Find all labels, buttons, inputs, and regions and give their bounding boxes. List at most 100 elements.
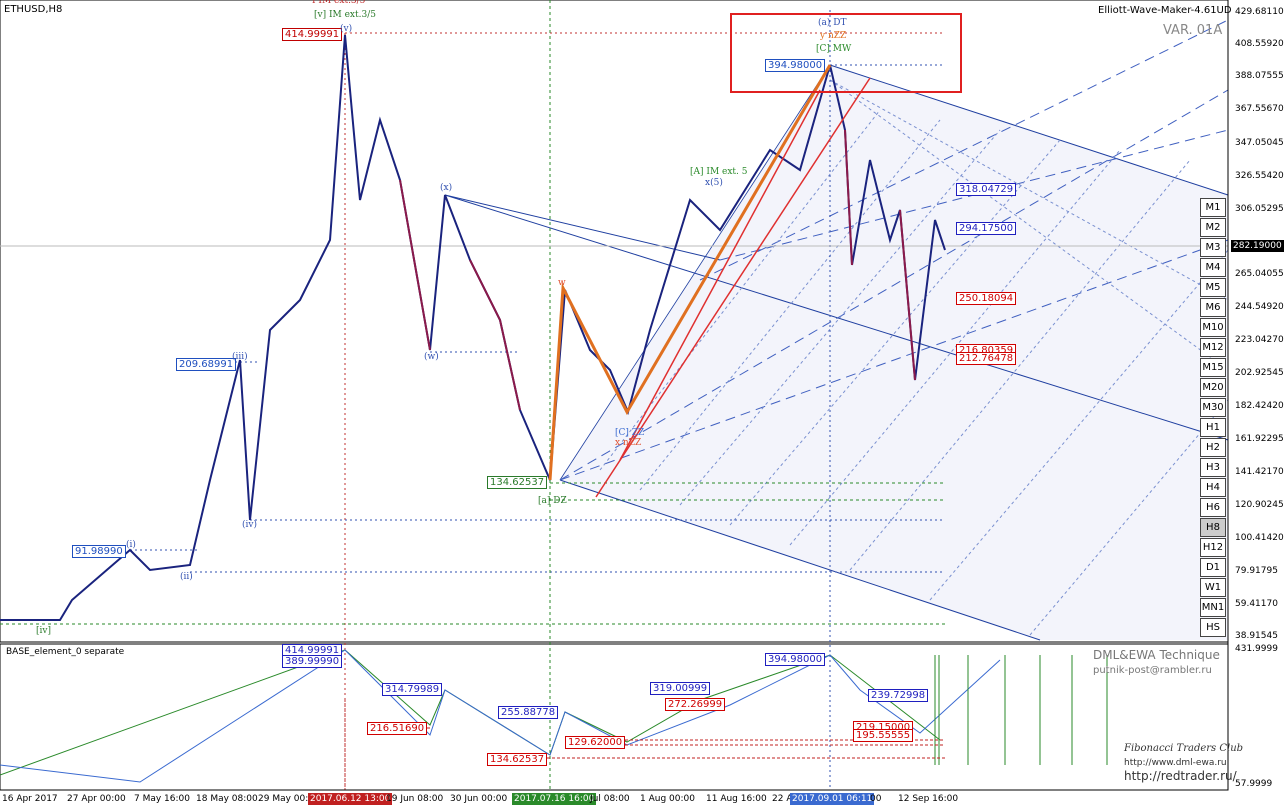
sub-price-label: 239.72998 <box>868 689 929 702</box>
subwindow-title: BASE_element_0 separate <box>6 647 125 657</box>
timeframe-button[interactable]: H4 <box>1200 478 1226 497</box>
current-price: 282.19000 <box>1231 240 1284 252</box>
price-series-down <box>399 179 431 351</box>
price-tick: 429.68110 <box>1235 7 1284 17</box>
timeframe-button[interactable]: M30 <box>1200 398 1226 417</box>
timeframe-button[interactable]: D1 <box>1200 558 1226 577</box>
price-tick: 59.41170 <box>1235 599 1278 609</box>
wave-label: (iii) <box>232 352 248 362</box>
price-tick: 326.55420 <box>1235 171 1284 181</box>
time-tick: 1 Aug 00:00 <box>640 794 695 804</box>
level-lines <box>344 32 945 790</box>
timeframe-button[interactable]: H12 <box>1200 538 1226 557</box>
wave-label: (a) DT <box>818 18 847 28</box>
sub-series-blue <box>0 649 1001 783</box>
time-tick: 00 <box>870 794 882 804</box>
timeframe-button[interactable]: HS <box>1200 618 1226 637</box>
price-label: 294.17500 <box>956 222 1017 235</box>
highlight-box <box>730 13 962 93</box>
fib-fan <box>599 79 1229 636</box>
wave-label: (v) <box>340 24 353 34</box>
price-label: 134.62537 <box>487 476 548 489</box>
timeframe-button[interactable]: M3 <box>1200 238 1226 257</box>
price-series-down <box>899 209 916 381</box>
time-tick: 2017.07.16 16:00 <box>512 793 597 805</box>
price-tick: 244.54920 <box>1235 302 1284 312</box>
sub-price-label: 319.00999 <box>650 682 711 695</box>
timeframe-button[interactable]: H3 <box>1200 458 1226 477</box>
wave-label: (ii) <box>180 572 193 582</box>
price-tick: 120.90245 <box>1235 500 1284 510</box>
timeframe-button[interactable]: MN1 <box>1200 598 1226 617</box>
sub-price-label: 394.98000 <box>765 653 826 666</box>
price-tick: 306.05295 <box>1235 204 1284 214</box>
price-label: 394.98000 <box>765 59 826 72</box>
sub-price-label: 314.79989 <box>382 683 443 696</box>
sub-bars <box>934 655 1108 765</box>
time-tick: 27 Apr 00:00 <box>67 794 126 804</box>
wave-label: [v] IM ext.3/5 <box>314 10 376 20</box>
price-tick: 182.42420 <box>1235 401 1284 411</box>
time-tick: 2017.06.12 13:00 <box>308 793 393 805</box>
price-tick: 388.07555 <box>1235 71 1284 81</box>
wave-label: (i) <box>126 540 136 550</box>
timeframe-button[interactable]: M1 <box>1200 198 1226 217</box>
sub-price-label: 216.51690 <box>367 722 428 735</box>
wave-label: [a] DZ <box>538 496 567 506</box>
timeframe-button[interactable]: M12 <box>1200 338 1226 357</box>
price-label: 209.68991 <box>176 358 237 371</box>
time-tick: 22 A <box>772 794 793 804</box>
wave-label: x(5) <box>705 178 723 188</box>
timeframe-button[interactable]: M6 <box>1200 298 1226 317</box>
timeframe-button[interactable]: H8 <box>1200 518 1226 537</box>
sub-price-label: 255.88778 <box>498 706 559 719</box>
red-trend <box>619 89 821 461</box>
price-tick: 367.55670 <box>1235 104 1284 114</box>
time-tick: 30 Jun 00:00 <box>450 794 508 804</box>
price-tick: 79.91795 <box>1235 566 1278 576</box>
time-tick: 2017.09.01 06:11 <box>790 793 875 805</box>
price-tick: 265.04055 <box>1235 269 1284 279</box>
watermark: Fibonacci Traders Club <box>1124 743 1244 754</box>
indicator-name: Elliott-Wave-Maker-4.61UD <box>1098 5 1232 16</box>
price-tick: 223.04270 <box>1235 335 1284 345</box>
timeframe-button[interactable]: W1 <box>1200 578 1226 597</box>
sub-price-label: 129.62000 <box>565 736 626 749</box>
timeframe-button[interactable]: M5 <box>1200 278 1226 297</box>
timeframe-button[interactable]: M10 <box>1200 318 1226 337</box>
wave-label: [C] MW <box>816 44 852 54</box>
timeframe-button[interactable]: H1 <box>1200 418 1226 437</box>
timeframe-button[interactable]: M20 <box>1200 378 1226 397</box>
time-tick: 19 Jun 08:00 <box>386 794 444 804</box>
wave-label: (w) <box>424 352 439 362</box>
time-tick: 29 May 00:00 <box>258 794 320 804</box>
timeframe-button[interactable]: H6 <box>1200 498 1226 517</box>
price-label: 318.04729 <box>956 183 1017 196</box>
price-label: 212.76478 <box>956 352 1017 365</box>
price-tick: 408.55920 <box>1235 39 1284 49</box>
watermark: DML&EWA Technique <box>1093 648 1220 662</box>
sub-pane <box>0 643 1229 791</box>
time-tick: 7 May 16:00 <box>134 794 190 804</box>
price-label: 414.99991 <box>282 28 343 41</box>
sub-price-label: 272.26999 <box>665 698 726 711</box>
price-tick: 100.41420 <box>1235 533 1284 543</box>
watermark: http://redtrader.ru/ <box>1124 769 1237 783</box>
timeframe-button[interactable]: M4 <box>1200 258 1226 277</box>
time-tick: 16 Apr 2017 <box>2 794 58 804</box>
channel-fill <box>560 65 1228 640</box>
price-series-down <box>469 259 521 411</box>
wave-label: [iv] <box>36 626 51 636</box>
price-tick: 161.92295 <box>1235 434 1284 444</box>
time-tick: 18 May 08:00 <box>196 794 258 804</box>
timeframe-button[interactable]: H2 <box>1200 438 1226 457</box>
wave-label: w <box>558 278 566 288</box>
symbol: ETHUSD,H8 <box>4 4 63 15</box>
time-tick: 11 Aug 16:00 <box>706 794 767 804</box>
sub-price-label: 389.99990 <box>282 655 343 668</box>
timeframe-button[interactable]: M15 <box>1200 358 1226 377</box>
timeframe-button[interactable]: M2 <box>1200 218 1226 237</box>
sub-price-label: 195.55555 <box>853 729 914 742</box>
